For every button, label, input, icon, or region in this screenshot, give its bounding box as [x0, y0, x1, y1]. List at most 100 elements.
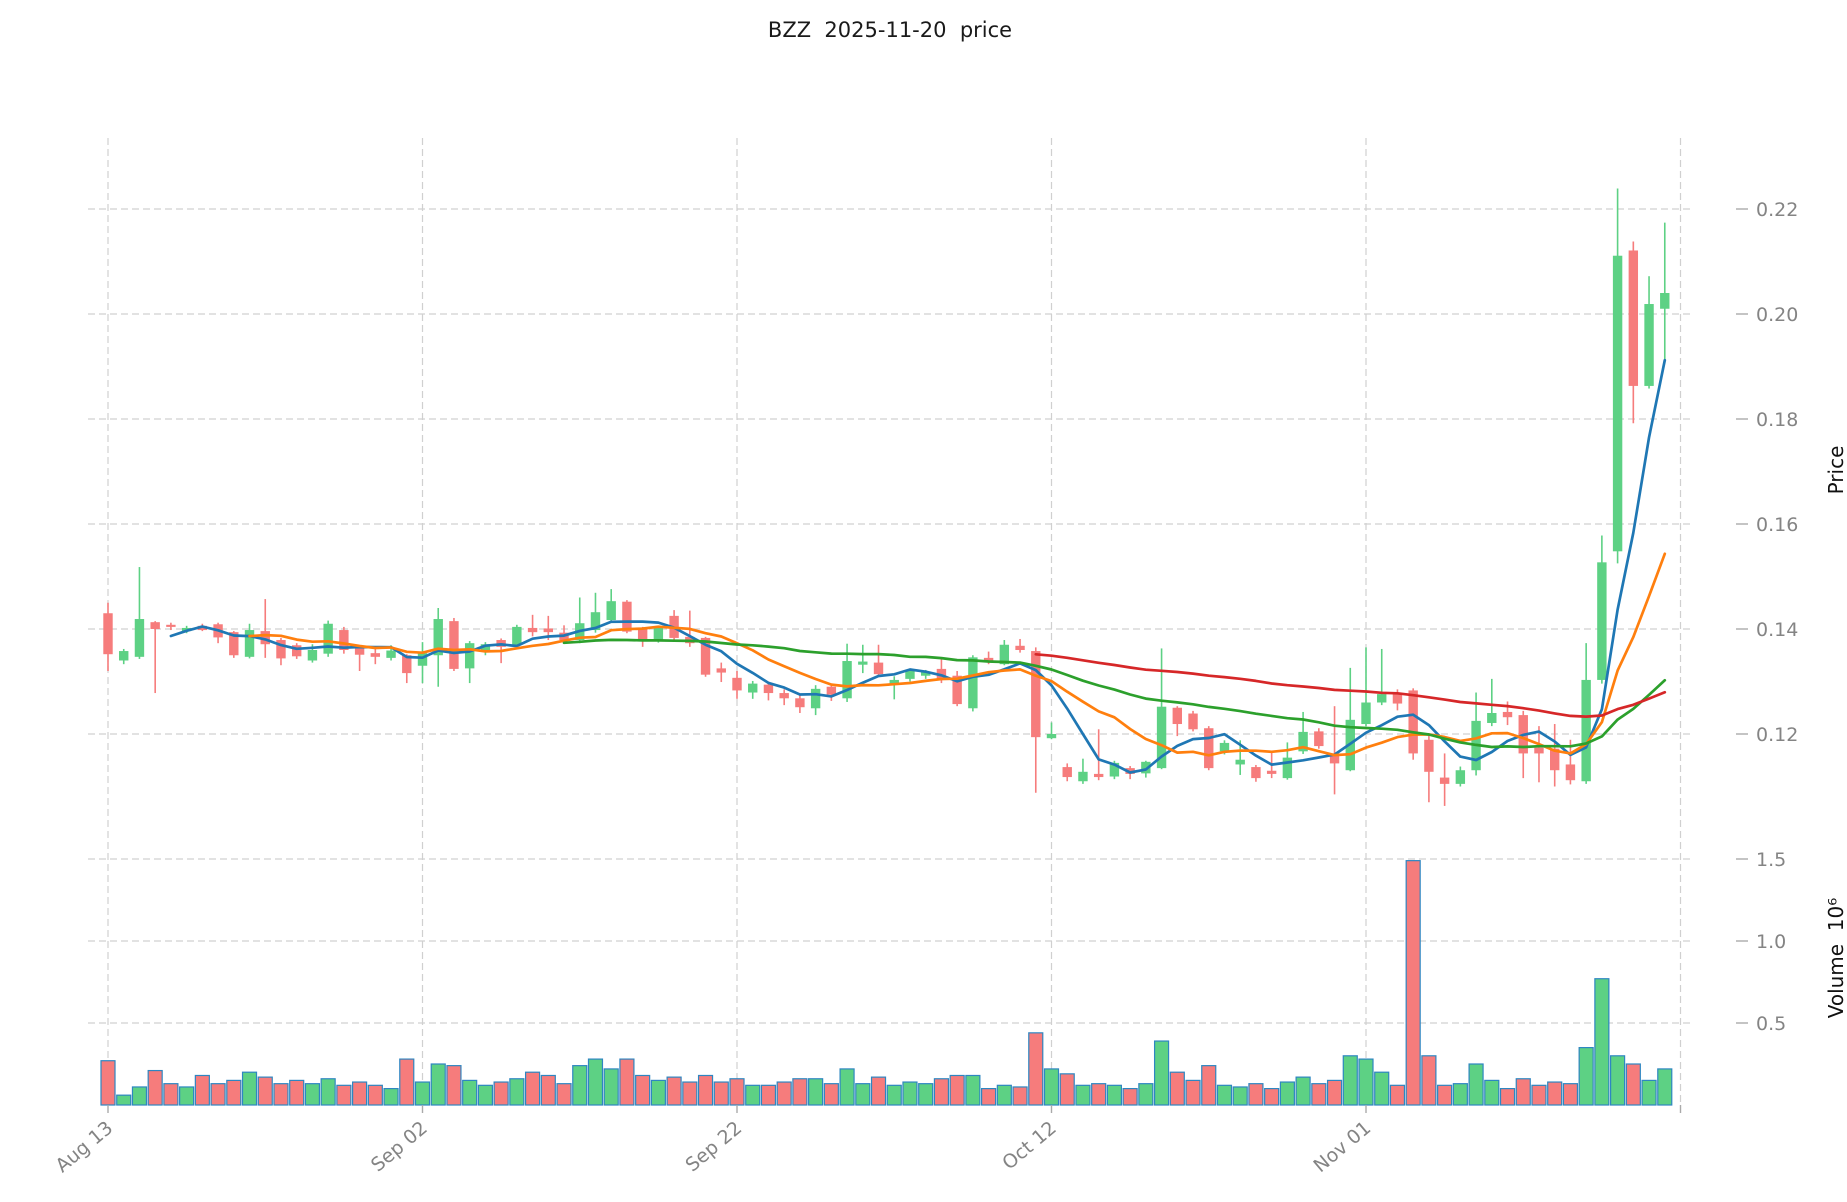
volume-bar	[603, 1068, 619, 1106]
volume-bar	[1106, 1084, 1123, 1106]
candle-body	[1046, 734, 1057, 739]
candle-body	[1392, 694, 1403, 704]
candle-body	[119, 651, 129, 661]
candle-body	[449, 621, 459, 669]
volume-bars	[100, 860, 1673, 1106]
volume-tick-label: 1.0	[1756, 931, 1786, 953]
volume-bar	[1405, 860, 1421, 1106]
candle-body	[1314, 731, 1324, 747]
volume-bar	[1232, 1086, 1248, 1106]
volume-bar	[210, 1083, 226, 1106]
candle-body	[134, 619, 145, 657]
volume-bar	[902, 1081, 918, 1106]
volume-bar	[1374, 1071, 1390, 1106]
volume-bar	[1043, 1068, 1060, 1106]
volume-bar	[1437, 1084, 1453, 1106]
volume-bar	[1012, 1086, 1028, 1106]
candle-body	[307, 650, 318, 661]
candle-body	[1628, 250, 1639, 386]
candle-body	[1298, 731, 1308, 752]
candle-body	[229, 632, 239, 656]
volume-bar	[1028, 1032, 1044, 1106]
candle-body	[763, 684, 774, 694]
candle-body	[810, 688, 821, 709]
candle-body	[339, 630, 349, 650]
candle-body	[1266, 770, 1277, 774]
candle-body	[1455, 770, 1466, 784]
ma-line-ma5	[169, 358, 1667, 774]
volume-bar	[1279, 1081, 1295, 1106]
candle-body	[1251, 767, 1261, 779]
volume-bar	[414, 1081, 431, 1106]
volume-bar	[1216, 1084, 1233, 1106]
volume-bar	[697, 1074, 714, 1106]
volume-bar	[980, 1087, 997, 1106]
volume-bar	[1075, 1084, 1091, 1106]
volume-bar	[1594, 978, 1610, 1106]
candle-body	[1439, 777, 1450, 784]
candle-body	[1015, 645, 1025, 650]
price-tick-label: 0.18	[1756, 409, 1798, 431]
candle-body	[1581, 679, 1591, 782]
volume-bar	[996, 1084, 1012, 1106]
candle-body	[1219, 742, 1230, 752]
volume-bar	[1562, 1083, 1579, 1106]
volume-bar	[635, 1074, 651, 1106]
volume-bar	[808, 1078, 824, 1106]
candle-body	[1565, 764, 1576, 781]
candle-body	[1141, 761, 1151, 774]
volume-bar	[1169, 1071, 1185, 1106]
candle-body	[606, 601, 616, 621]
ma-lines	[169, 358, 1667, 774]
candle-body	[889, 679, 899, 685]
volume-bar	[1421, 1055, 1437, 1106]
volume-bar	[1484, 1079, 1500, 1106]
candle-body	[1408, 690, 1418, 754]
volume-tick-label: 1.5	[1756, 849, 1786, 871]
candle-body	[842, 661, 852, 699]
candle-body	[1550, 748, 1560, 771]
volume-bar	[1295, 1076, 1311, 1106]
volume-bar	[572, 1065, 588, 1106]
volume-bar	[131, 1086, 148, 1106]
candle-body	[1502, 711, 1513, 718]
volume-tick-label: 0.5	[1756, 1013, 1786, 1035]
volume-bar	[1201, 1065, 1217, 1106]
volume-bar	[289, 1079, 305, 1106]
volume-bar	[1342, 1055, 1358, 1106]
price-tick-label: 0.12	[1756, 724, 1798, 746]
volume-bar	[713, 1081, 729, 1106]
volume-bar	[1515, 1078, 1531, 1106]
candle-body	[1235, 759, 1245, 765]
candle-body	[1644, 304, 1654, 386]
candle-body	[858, 661, 868, 665]
candle-body	[1329, 753, 1340, 764]
volume-bar	[257, 1076, 273, 1106]
volume-bar	[650, 1079, 666, 1106]
volume-bar	[1248, 1083, 1264, 1106]
volume-bar	[918, 1083, 934, 1106]
volume-bar	[839, 1068, 855, 1106]
candle-body	[795, 698, 805, 708]
candle-body	[512, 626, 522, 645]
volume-bar	[493, 1081, 509, 1106]
candle-body	[323, 623, 333, 654]
candle-body	[905, 671, 915, 679]
volume-bar	[320, 1078, 336, 1106]
volume-bar	[855, 1083, 871, 1106]
volume-bar	[336, 1084, 352, 1106]
volume-bar	[462, 1079, 478, 1106]
candle-body	[292, 645, 302, 657]
candle-body	[464, 643, 475, 669]
volume-bar	[823, 1083, 839, 1106]
candle-body	[873, 662, 884, 675]
candle-body	[826, 686, 837, 695]
candle-body	[779, 693, 789, 699]
volume-bar	[194, 1074, 210, 1106]
volume-bar	[760, 1084, 777, 1106]
candle-body	[1424, 739, 1434, 772]
volume-bar	[116, 1094, 132, 1106]
volume-bar	[870, 1076, 887, 1106]
volume-bar	[1311, 1083, 1327, 1106]
volume-bar	[1547, 1081, 1563, 1106]
